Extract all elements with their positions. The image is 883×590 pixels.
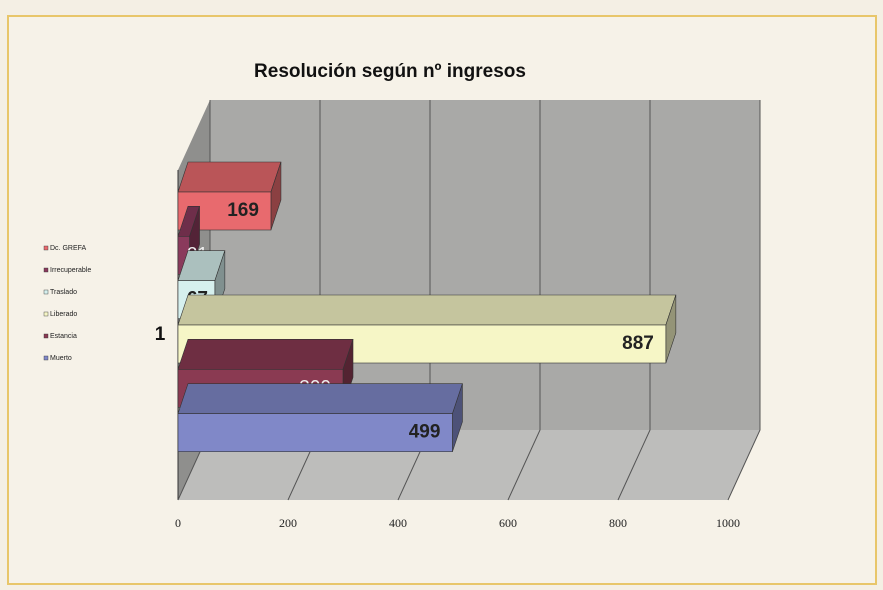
- legend-swatch: [43, 333, 49, 339]
- legend-swatch: [43, 245, 49, 251]
- bar: [177, 294, 677, 364]
- x-tick-label: 200: [279, 516, 297, 530]
- x-tick-label: 400: [389, 516, 407, 530]
- bar-face: [177, 294, 677, 326]
- data-label: 887: [622, 333, 654, 354]
- bar: [177, 383, 463, 452]
- grid-line: [507, 100, 541, 501]
- x-tick-label: 0: [175, 516, 181, 530]
- category-label: 1: [155, 324, 166, 345]
- legend-label: Irrecuperable: [50, 267, 91, 274]
- legend-label: Liberado: [50, 311, 77, 318]
- bar-face: [177, 383, 463, 414]
- legend-swatch: [43, 289, 49, 295]
- bar-face: [177, 161, 282, 193]
- legend-swatch: [43, 267, 49, 273]
- legend-swatch: [43, 311, 49, 317]
- x-tick-label: 800: [609, 516, 627, 530]
- legend-label: Muerto: [50, 355, 72, 362]
- grid-line: [727, 100, 761, 501]
- x-tick-label: 1000: [716, 516, 740, 530]
- bar-face: [177, 413, 453, 452]
- legend-label: Dc. GREFA: [50, 245, 87, 252]
- data-label: 169: [227, 200, 259, 221]
- chart-title: Resolución según nº ingresos: [254, 61, 526, 82]
- bar-face: [177, 339, 354, 370]
- x-tick-label: 600: [499, 516, 517, 530]
- legend-label: Estancia: [50, 333, 77, 340]
- legend-label: Traslado: [50, 289, 77, 296]
- data-label: 499: [409, 422, 441, 443]
- grid-line: [617, 100, 651, 501]
- legend-swatch: [43, 355, 49, 361]
